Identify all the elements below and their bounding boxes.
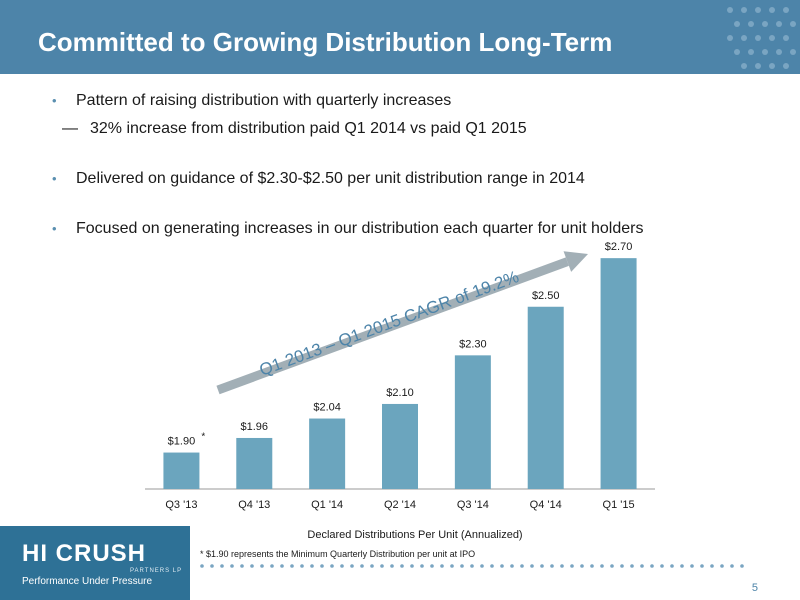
bar-1 [236, 437, 273, 489]
sub-bullet-text: 32% increase from distribution paid Q1 2… [90, 120, 527, 137]
data-label-1: $1.96 [241, 421, 269, 433]
slide-header [0, 0, 800, 74]
logo-tagline: Performance Under Pressure [22, 576, 153, 587]
footer-dots [200, 564, 744, 568]
page-number: 5 [751, 582, 758, 594]
footnote: * $1.90 represents the Minimum Quarterly… [200, 549, 476, 559]
data-label-3: $2.10 [386, 387, 414, 399]
bar-2 [309, 418, 346, 489]
bar-6 [600, 258, 637, 489]
decorative-dots [727, 7, 796, 69]
bullet-2-text: Delivered on guidance of $2.30-$2.50 per… [76, 170, 585, 187]
distribution-bar-chart: Q1 2013 – Q1 2015 CAGR of 19.2%$1.90 *Q3 … [145, 241, 655, 541]
bullet-dot-icon: • [52, 93, 57, 108]
bar-4 [454, 355, 491, 489]
bullet-dot-icon: • [52, 221, 57, 236]
bar-3 [382, 403, 418, 489]
logo-subtitle: PARTNERS LP [130, 568, 183, 574]
data-label-6: $2.70 [605, 241, 633, 253]
cagr-arrow-shaft [216, 257, 569, 395]
cagr-arrow-head [563, 251, 588, 272]
bullet-3-text: Focused on generating increases in our d… [76, 220, 644, 237]
data-label-0: $1.90 [168, 436, 196, 448]
logo-panel [0, 526, 190, 600]
data-label-5: $2.50 [532, 290, 560, 302]
x-tick-label-1: Q4 '13 [238, 499, 270, 511]
bullet-dot-icon: • [52, 171, 57, 186]
slide-title: Committed to Growing Distribution Long-T… [38, 27, 613, 57]
x-tick-label-4: Q3 '14 [457, 499, 489, 511]
company-logo: HI CRUSH [22, 540, 147, 567]
bar-0 [163, 452, 200, 489]
x-tick-label-6: Q1 '15 [603, 499, 635, 511]
sub-bullet-dash: — [62, 120, 78, 137]
bullet-1-text: Pattern of raising distribution with qua… [76, 92, 452, 109]
x-axis-title: Declared Distributions Per Unit (Annuali… [307, 529, 522, 541]
data-label-2: $2.04 [313, 402, 341, 414]
bar-5 [527, 306, 564, 489]
footnote-marker: * [201, 432, 205, 443]
data-label-4: $2.30 [459, 338, 487, 350]
x-tick-label-0: Q3 '13 [165, 499, 197, 511]
x-tick-label-3: Q2 '14 [384, 499, 416, 511]
x-tick-label-2: Q1 '14 [311, 499, 343, 511]
x-tick-label-5: Q4 '14 [530, 499, 562, 511]
